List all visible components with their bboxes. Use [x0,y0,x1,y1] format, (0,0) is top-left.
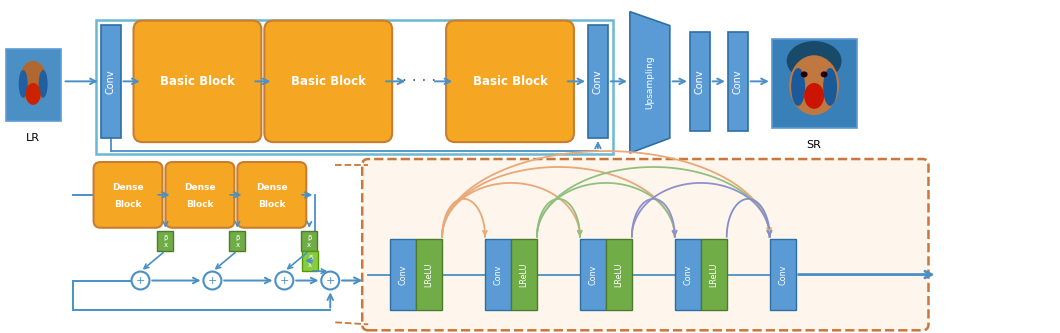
Text: SR: SR [807,140,822,150]
FancyBboxPatch shape [93,162,162,228]
Text: Upsampling: Upsampling [646,56,654,109]
Text: LReLU: LReLU [709,262,719,287]
Text: x: x [235,242,240,248]
Text: β: β [235,235,240,241]
Text: Block: Block [114,200,142,209]
Text: +: + [280,275,289,285]
Circle shape [204,271,222,289]
Text: +: + [136,275,145,285]
FancyBboxPatch shape [165,162,234,228]
Ellipse shape [820,71,828,77]
Ellipse shape [787,41,842,81]
Bar [772,39,856,128]
Text: x: x [163,242,167,248]
FancyBboxPatch shape [134,21,262,142]
Text: Basic Block: Basic Block [473,75,547,88]
Ellipse shape [38,70,48,98]
FancyBboxPatch shape [363,159,929,330]
Text: β: β [308,255,313,261]
FancyBboxPatch shape [446,21,573,142]
Text: Conv: Conv [494,264,502,285]
Text: Dense: Dense [184,183,216,192]
Circle shape [321,271,339,289]
Ellipse shape [19,61,47,103]
Text: Conv: Conv [732,69,743,94]
Bar [580,239,606,310]
Bar [417,239,442,310]
Text: Conv: Conv [593,69,603,94]
Text: Conv: Conv [778,264,788,285]
Text: β: β [307,235,312,241]
Ellipse shape [789,55,840,115]
Text: Basic Block: Basic Block [290,75,366,88]
Bar [770,239,796,310]
FancyBboxPatch shape [237,162,306,228]
Ellipse shape [824,68,837,106]
Text: x: x [308,262,313,268]
Text: x: x [307,242,312,248]
Text: Conv: Conv [399,264,408,285]
Bar [301,231,317,251]
Text: · · · ·: · · · · [402,74,437,89]
Bar [701,239,727,310]
Text: Block: Block [258,200,285,209]
Ellipse shape [805,83,824,109]
Text: Conv: Conv [588,264,598,285]
Text: LR: LR [26,133,40,143]
Bar [606,239,632,310]
Bar [302,251,318,271]
Bar [390,239,417,310]
Text: Conv: Conv [694,69,705,94]
Bar [485,239,511,310]
Text: +: + [325,275,335,285]
Ellipse shape [791,68,806,106]
Bar [728,32,747,131]
Text: Block: Block [187,200,214,209]
Circle shape [131,271,149,289]
Bar [588,25,607,138]
Text: Dense: Dense [257,183,287,192]
Ellipse shape [25,83,40,105]
Text: +: + [208,275,217,285]
Text: Conv: Conv [106,69,116,94]
Bar [511,239,537,310]
Circle shape [276,271,294,289]
FancyBboxPatch shape [264,21,392,142]
Text: LReLU: LReLU [519,262,529,287]
Text: Basic Block: Basic Block [160,75,235,88]
Text: β: β [163,235,167,241]
Bar [690,32,710,131]
Text: Conv: Conv [684,264,692,285]
Bar [158,231,174,251]
Ellipse shape [800,71,808,77]
Bar [675,239,701,310]
Bar [95,20,613,154]
Bar [101,25,121,138]
Bar [5,50,60,121]
Polygon shape [630,12,670,153]
Text: LReLU: LReLU [425,262,434,287]
Ellipse shape [19,70,28,98]
Bar [229,231,245,251]
Text: LReLU: LReLU [615,262,623,287]
Text: Dense: Dense [112,183,144,192]
